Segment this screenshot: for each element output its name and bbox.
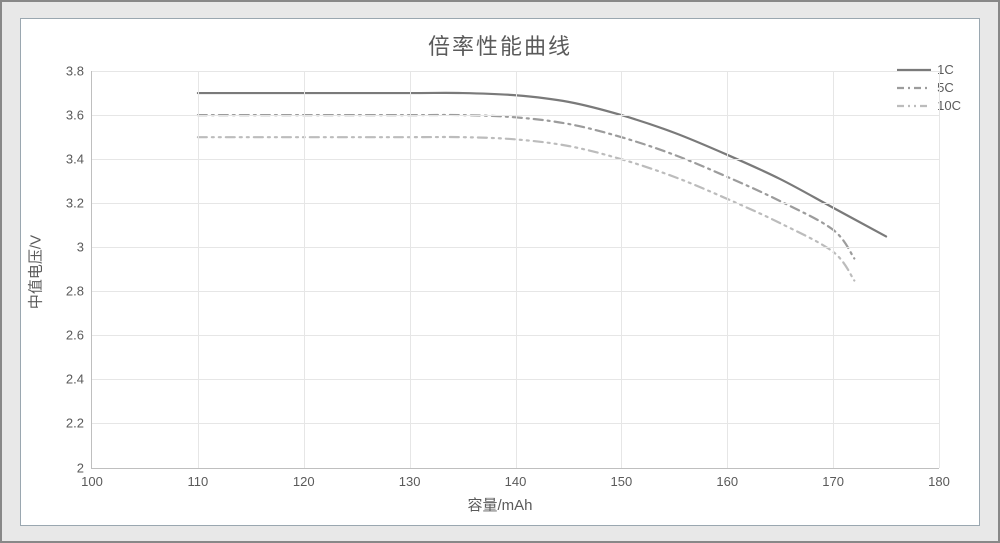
gridline-v <box>410 71 411 468</box>
y-tick-label: 3.2 <box>66 195 92 210</box>
x-tick-label: 140 <box>505 468 527 489</box>
x-tick-label: 100 <box>81 468 103 489</box>
chart-title: 倍率性能曲线 <box>21 29 979 61</box>
chart-frame: 倍率性能曲线 中值电压/V 容量/mAh 1C 5C 10C 22.22.42.… <box>20 18 980 526</box>
gridline-v <box>621 71 622 468</box>
y-tick-label: 3.8 <box>66 63 92 78</box>
y-tick-label: 3 <box>77 239 92 254</box>
y-tick-label: 3.6 <box>66 107 92 122</box>
gridline-v <box>304 71 305 468</box>
x-axis-label: 容量/mAh <box>467 494 532 515</box>
y-tick-label: 2.2 <box>66 416 92 431</box>
plot-area: 22.22.42.62.833.23.43.63.810011012013014… <box>91 71 939 469</box>
x-tick-label: 110 <box>188 468 209 489</box>
x-tick-label: 170 <box>822 468 844 489</box>
x-tick-label: 150 <box>611 468 633 489</box>
y-tick-label: 3.4 <box>66 151 92 166</box>
gridline-v <box>198 71 199 468</box>
outer-frame: 倍率性能曲线 中值电压/V 容量/mAh 1C 5C 10C 22.22.42.… <box>0 0 1000 543</box>
x-tick-label: 120 <box>293 468 315 489</box>
gridline-v <box>727 71 728 468</box>
x-tick-label: 180 <box>928 468 950 489</box>
x-tick-label: 160 <box>716 468 738 489</box>
x-tick-label: 130 <box>399 468 421 489</box>
y-axis-label: 中值电压/V <box>25 234 46 308</box>
y-tick-label: 2.4 <box>66 372 92 387</box>
gridline-v <box>833 71 834 468</box>
plot-wrap: 22.22.42.62.833.23.43.63.810011012013014… <box>91 71 939 469</box>
y-tick-label: 2.8 <box>66 284 92 299</box>
y-tick-label: 2.6 <box>66 328 92 343</box>
legend-label: 10C <box>937 98 961 113</box>
gridline-v <box>516 71 517 468</box>
gridline-v <box>939 71 940 468</box>
